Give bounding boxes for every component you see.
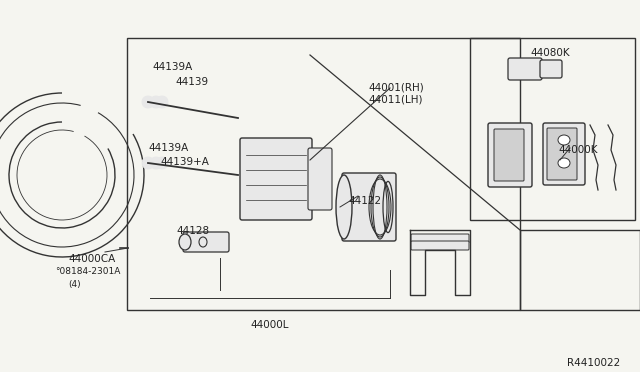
Text: 44122: 44122 [348, 196, 381, 206]
Circle shape [150, 96, 162, 108]
Text: 44000L: 44000L [251, 320, 289, 330]
FancyBboxPatch shape [540, 60, 562, 78]
Text: °08184-2301A: °08184-2301A [55, 267, 120, 276]
FancyBboxPatch shape [508, 58, 542, 80]
FancyBboxPatch shape [308, 148, 332, 210]
Ellipse shape [558, 158, 570, 168]
Text: 44001(RH): 44001(RH) [368, 82, 424, 92]
Text: 44080K: 44080K [530, 48, 570, 58]
Text: 44000CA: 44000CA [68, 254, 115, 264]
Text: 44139A: 44139A [148, 143, 188, 153]
FancyBboxPatch shape [411, 234, 469, 243]
FancyBboxPatch shape [183, 232, 229, 252]
FancyBboxPatch shape [411, 241, 469, 250]
Circle shape [142, 96, 154, 108]
Text: 44011(LH): 44011(LH) [368, 95, 422, 105]
Text: 44139: 44139 [175, 77, 208, 87]
Circle shape [156, 96, 168, 108]
Circle shape [150, 157, 162, 169]
Bar [470, 38, 635, 220]
Text: (4): (4) [68, 280, 81, 289]
Ellipse shape [558, 135, 570, 145]
FancyBboxPatch shape [543, 123, 585, 185]
Bar [127, 38, 520, 310]
Bar [520, 230, 640, 310]
Text: 44000K: 44000K [558, 145, 598, 155]
FancyBboxPatch shape [240, 138, 312, 220]
Circle shape [142, 157, 154, 169]
Ellipse shape [336, 175, 352, 239]
FancyBboxPatch shape [488, 123, 532, 187]
Text: 44139A: 44139A [152, 62, 192, 72]
FancyBboxPatch shape [494, 129, 524, 181]
Ellipse shape [179, 234, 191, 250]
Text: R4410022: R4410022 [567, 358, 620, 368]
Text: 44128: 44128 [176, 226, 209, 236]
FancyBboxPatch shape [547, 128, 577, 180]
Circle shape [156, 157, 168, 169]
FancyBboxPatch shape [342, 173, 396, 241]
Text: 44139+A: 44139+A [160, 157, 209, 167]
